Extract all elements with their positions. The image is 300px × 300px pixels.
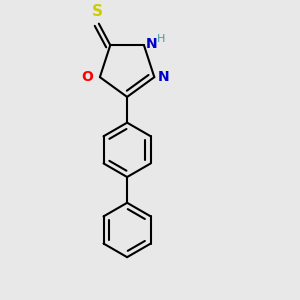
Text: S: S [92, 4, 103, 20]
Text: O: O [82, 70, 94, 84]
Text: N: N [158, 70, 170, 84]
Text: H: H [157, 34, 165, 44]
Text: N: N [146, 37, 158, 51]
